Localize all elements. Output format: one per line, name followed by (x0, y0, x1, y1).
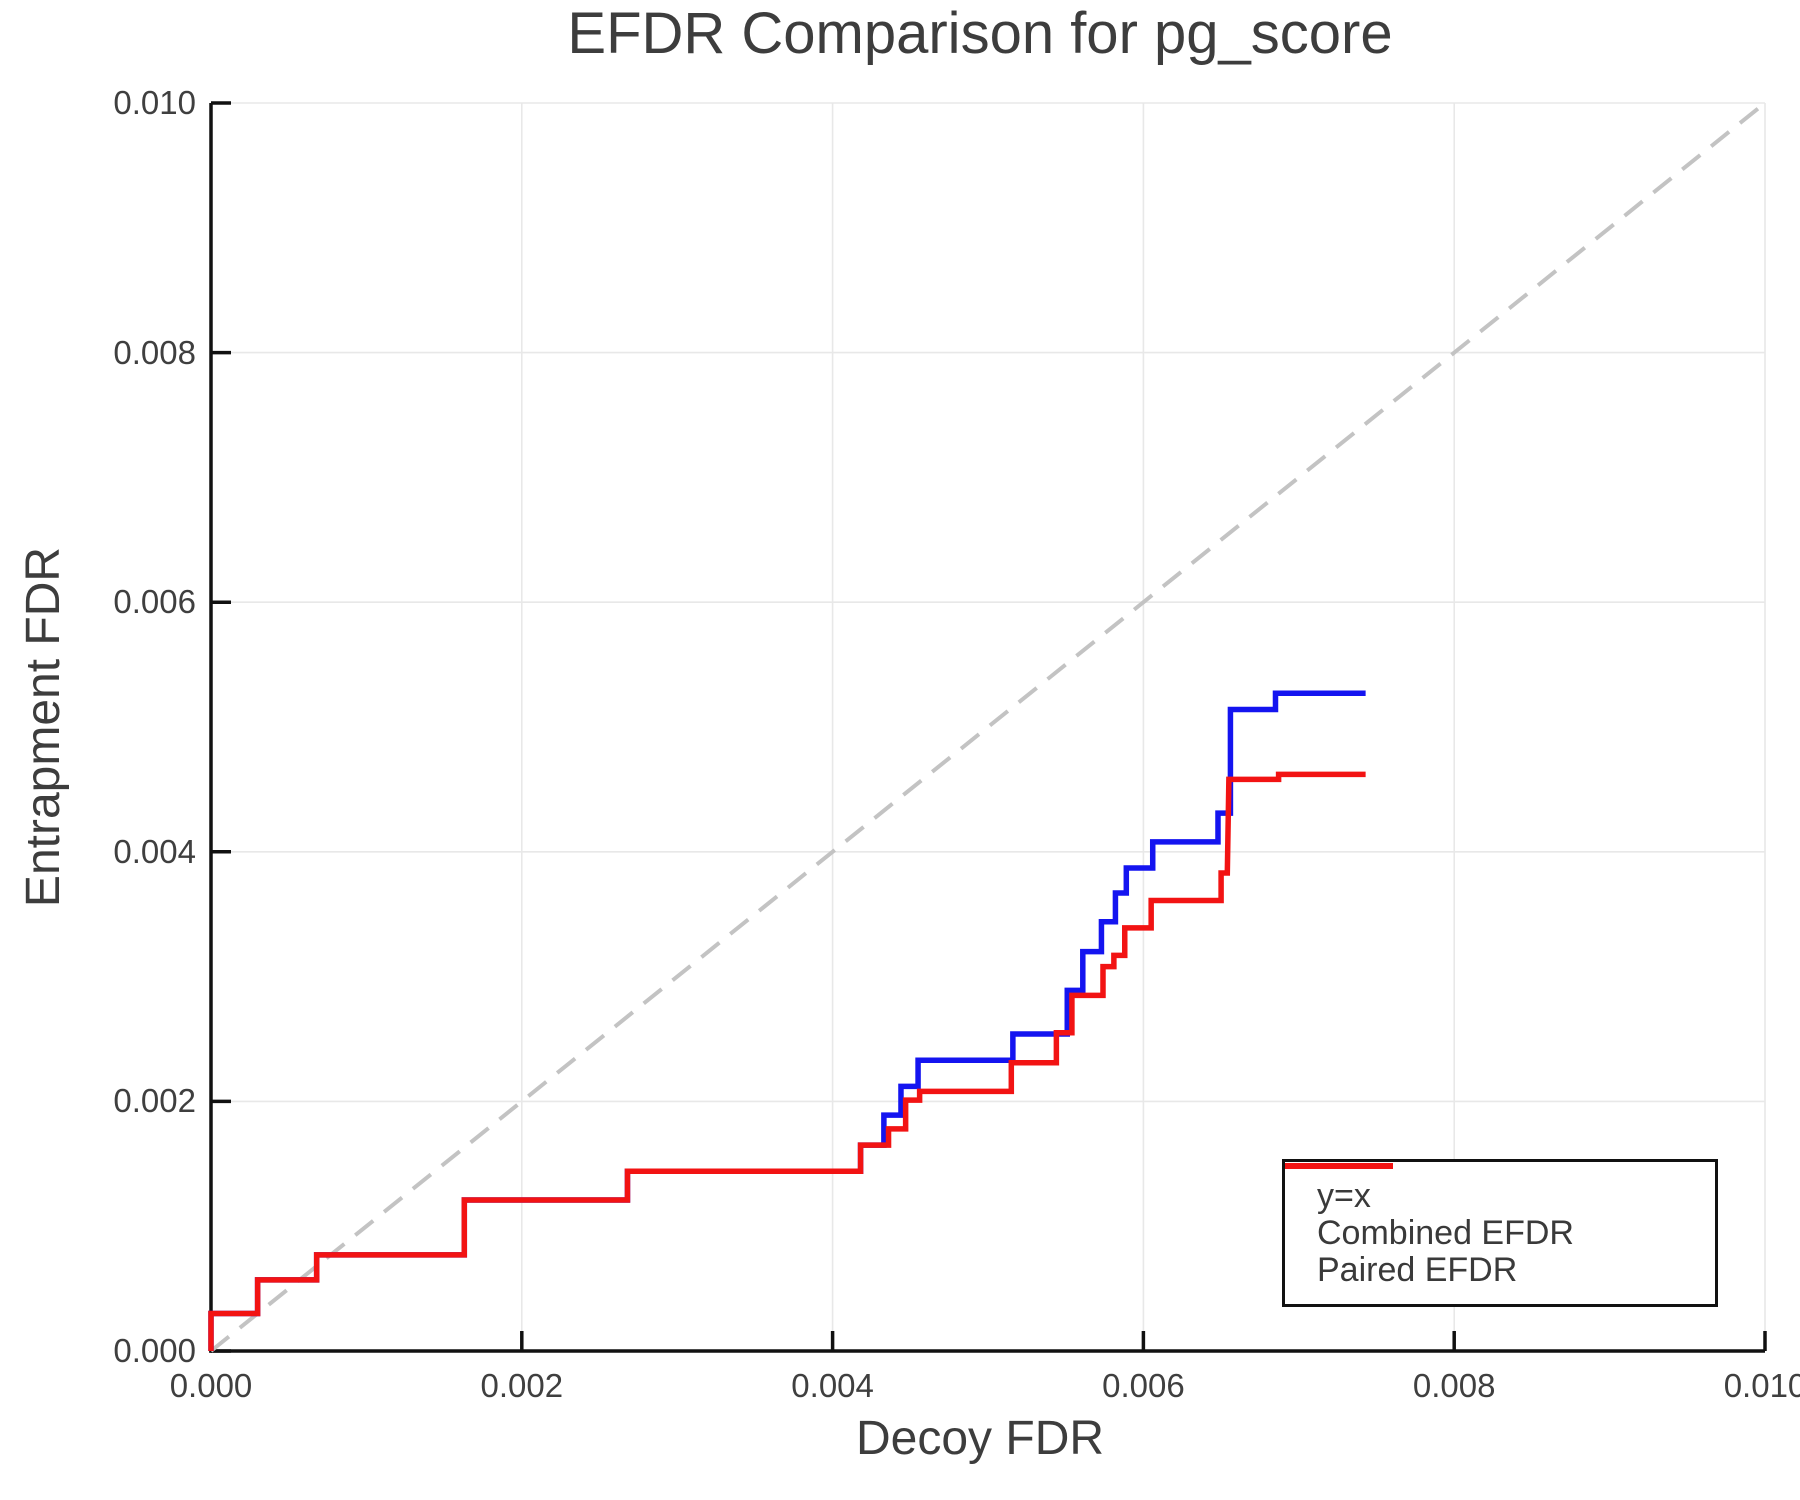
legend-line-sample (1285, 1163, 1393, 1169)
legend-item-label: Paired EFDR (1317, 1251, 1518, 1289)
x-tick-label: 0.004 (791, 1367, 874, 1404)
chart-title: EFDR Comparison for pg_score (567, 1, 1393, 66)
legend-row: Combined EFDR (1285, 1163, 1715, 1252)
legend-item-label: y=x (1317, 1177, 1371, 1215)
x-tick-label: 0.002 (480, 1367, 564, 1404)
y-tick-label: 0.008 (113, 333, 196, 371)
y-tick-label: 0.000 (113, 1332, 196, 1369)
legend-item-label: Combined EFDR (1317, 1214, 1574, 1252)
y-tick-label: 0.002 (113, 1082, 196, 1120)
y-tick-label: 0.010 (113, 84, 196, 121)
y-tick-label: 0.006 (113, 583, 196, 621)
paired-efdr-line (208, 771, 1366, 1351)
x-tick-label: 0.008 (1412, 1367, 1496, 1404)
y-tick-label: 0.004 (113, 832, 196, 870)
x-tick-label: 0.010 (1723, 1367, 1800, 1404)
legend-row: y=x (1285, 1163, 1715, 1215)
x-axis-label: Decoy FDR (855, 1412, 1105, 1465)
legend: y=x Combined EFDR Paired EFDR (1282, 1159, 1718, 1307)
x-tick-label: 0.006 (1102, 1367, 1185, 1404)
legend-row: Paired EFDR (1285, 1163, 1715, 1289)
x-tick-label: 0.000 (169, 1367, 253, 1404)
